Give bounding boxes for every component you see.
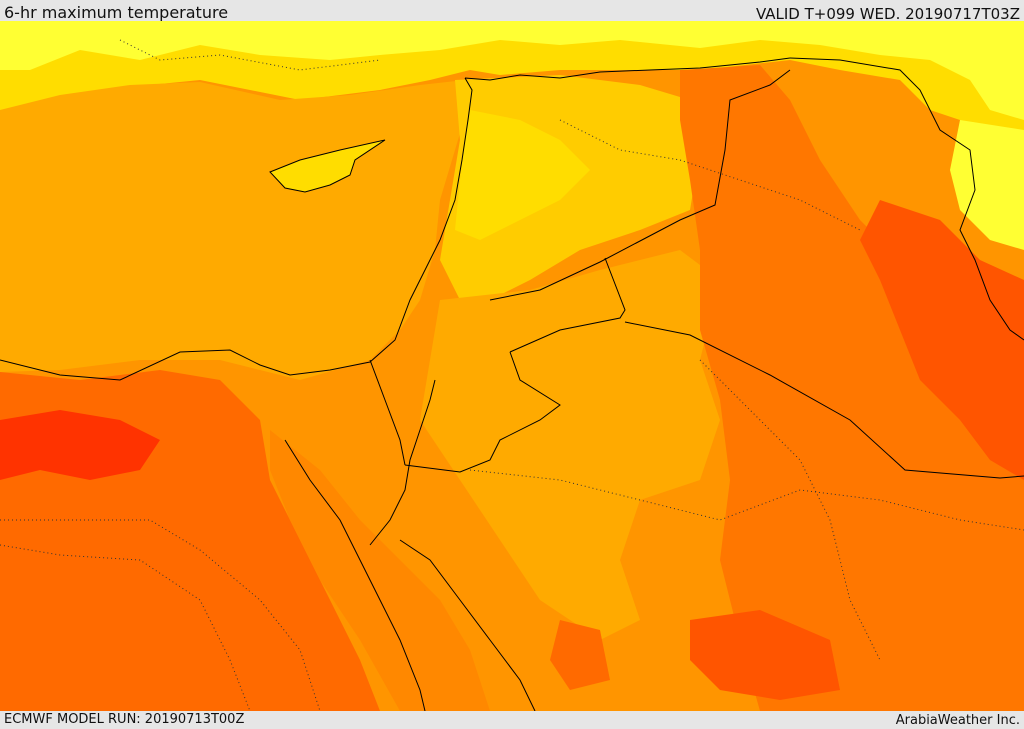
field-saudi-hot1 [690,610,840,700]
field-north-yellow [0,21,1024,160]
field-libya-red [0,410,160,480]
cyprus [269,139,386,193]
field-iraq-hot [680,65,1024,711]
field-gulf-hot [860,200,1024,480]
map-title: 6-hr maximum temperature [4,3,229,22]
temperature-map [0,21,1024,711]
bottom-bar: ECMWF MODEL RUN: 20190713T00Z ArabiaWeat… [0,711,1024,729]
field-levant-light [455,110,590,240]
coastlines [0,57,1024,711]
field-arabia-amber [420,250,720,640]
field-saudi-hot2 [550,620,610,690]
credit: ArabiaWeather Inc. [895,713,1020,728]
top-bar: 6-hr maximum temperature VALID T+099 WED… [0,0,1024,23]
field-north-pale2 [950,120,1024,250]
province-borders [0,39,1024,711]
field-north-pale [0,21,1024,120]
valid-time: VALID T+099 WED. 20190717T03Z [755,5,1020,23]
model-run: ECMWF MODEL RUN: 20190713T00Z [4,712,245,727]
country-borders [369,69,1024,479]
